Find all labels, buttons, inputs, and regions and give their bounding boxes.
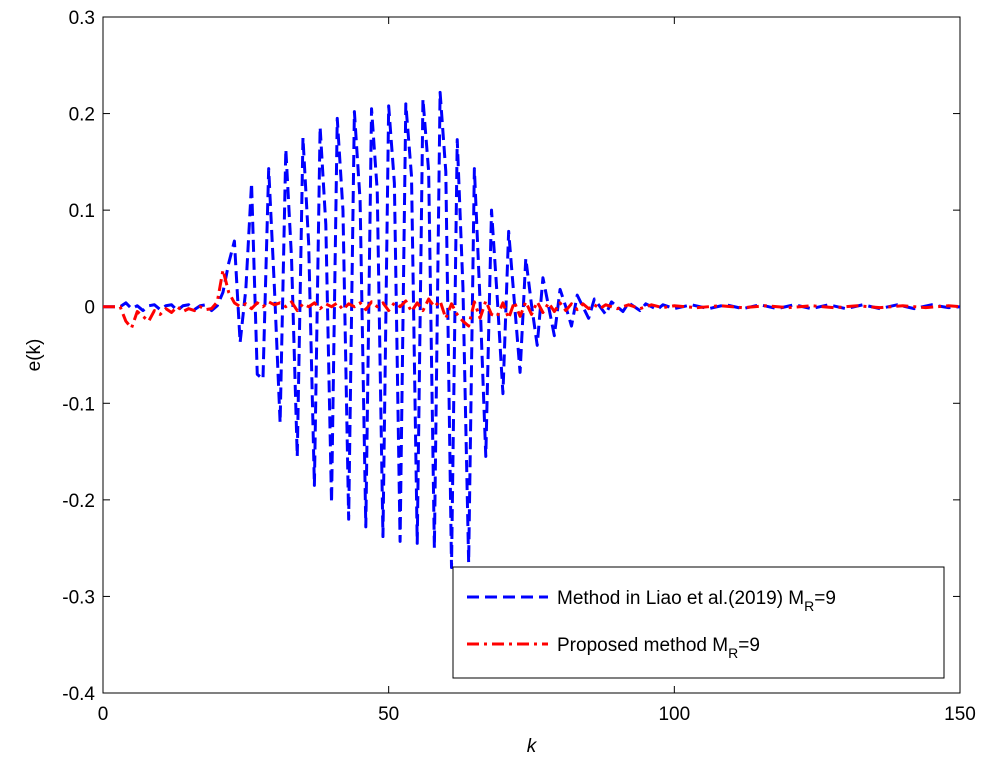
y-tick-label: 0.2: [69, 105, 95, 126]
y-tick-label: -0.3: [62, 587, 95, 608]
x-axis-label: k: [527, 736, 538, 757]
y-axis-label: e(k): [24, 339, 45, 372]
y-tick-label: 0.3: [69, 8, 95, 29]
series-line-1: [103, 268, 961, 330]
legend-box: [452, 566, 945, 679]
legend: Method in Liao et al.(2019) MR=9Proposed…: [452, 566, 945, 679]
series-line-0: [103, 90, 961, 569]
tick-labels: 0 50 100 150 -0.4 -0.3 -0.2 -0.1 0 0.1 0.2 0.3: [62, 8, 976, 725]
x-tick-label: 50: [378, 704, 399, 725]
y-tick-label: -0.1: [62, 394, 95, 415]
series-layer: [103, 90, 961, 569]
x-tick-label: 100: [658, 704, 690, 725]
y-tick-label: -0.2: [62, 491, 95, 512]
y-tick-label: 0: [84, 298, 95, 319]
y-tick-label: -0.4: [62, 684, 95, 705]
x-tick-label: 150: [944, 704, 976, 725]
x-tick-label: 0: [98, 704, 109, 725]
y-tick-label: 0.1: [69, 201, 95, 222]
